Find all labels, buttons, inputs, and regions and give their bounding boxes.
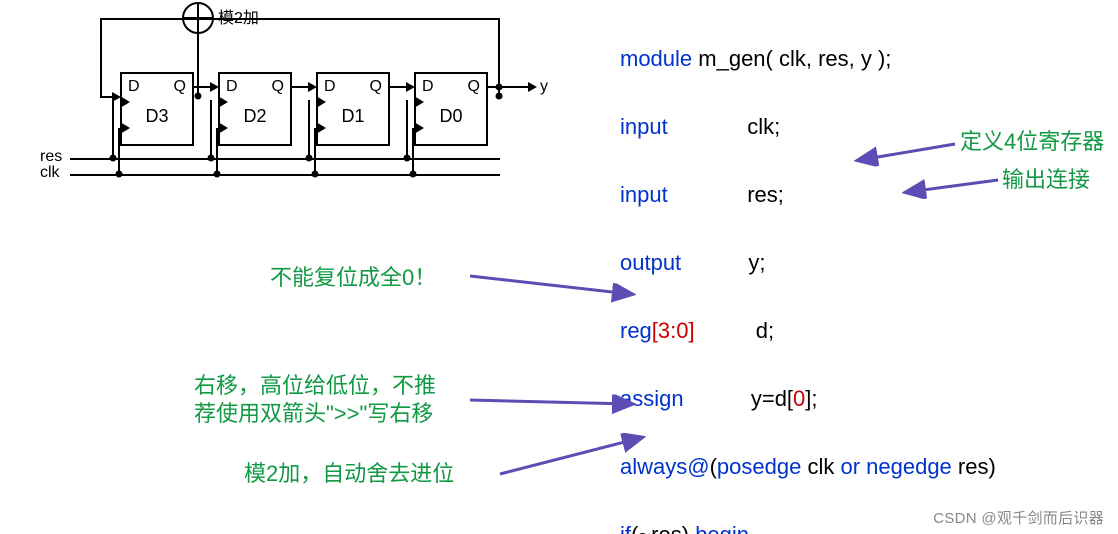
code-line: output y; [620,246,996,280]
arrow-mod2 [500,430,660,480]
anno-out-conn: 输出连接 [1002,166,1090,194]
xor-label: 模2加 [218,4,259,28]
ff-d1: D Q D1 [316,72,390,146]
port-q: Q [370,78,382,96]
ff-d2: D Q D2 [218,72,292,146]
clk-label: clk [40,164,60,182]
code-line: assign y=d[0]; [620,382,996,416]
anno-shift-l1: 右移，高位给低位，不推 [194,373,436,398]
port-d: D [226,78,238,96]
verilog-code: module m_gen( clk, res, y ); input clk; … [620,8,996,534]
arrow-shift [470,388,650,422]
code-line: module m_gen( clk, res, y ); [620,42,996,76]
anno-no-reset: 不能复位成全0！ [270,264,436,292]
port-q: Q [174,78,186,96]
anno-shift: 右移，高位给低位，不推 荐使用双箭头">>"写右移 [194,372,436,428]
code-line: always@(posedge clk or negedge res) [620,450,996,484]
port-q: Q [272,78,284,96]
watermark: CSDN @观千剑而后识器 [933,507,1104,528]
anno-mod2: 模2加，自动舍去进位 [244,460,454,488]
anno-def-reg: 定义4位寄存器 [960,128,1104,156]
ff-label: D3 [122,106,192,127]
port-d: D [128,78,140,96]
arrow-out-conn [900,170,1010,200]
arrow-def-reg [850,130,970,170]
ff-label: D2 [220,106,290,127]
ff-d3: D Q D3 [120,72,194,146]
port-d: D [324,78,336,96]
port-d: D [422,78,434,96]
ff-d0: D Q D0 [414,72,488,146]
arrow-no-reset [470,270,650,310]
ff-label: D1 [318,106,388,127]
anno-shift-l2: 荐使用双箭头">>"写右移 [194,401,433,426]
port-q: Q [468,78,480,96]
xor-icon [182,2,214,34]
code-line: reg[3:0] d; [620,314,996,348]
ff-label: D0 [416,106,486,127]
output-y-label: y [540,78,548,96]
